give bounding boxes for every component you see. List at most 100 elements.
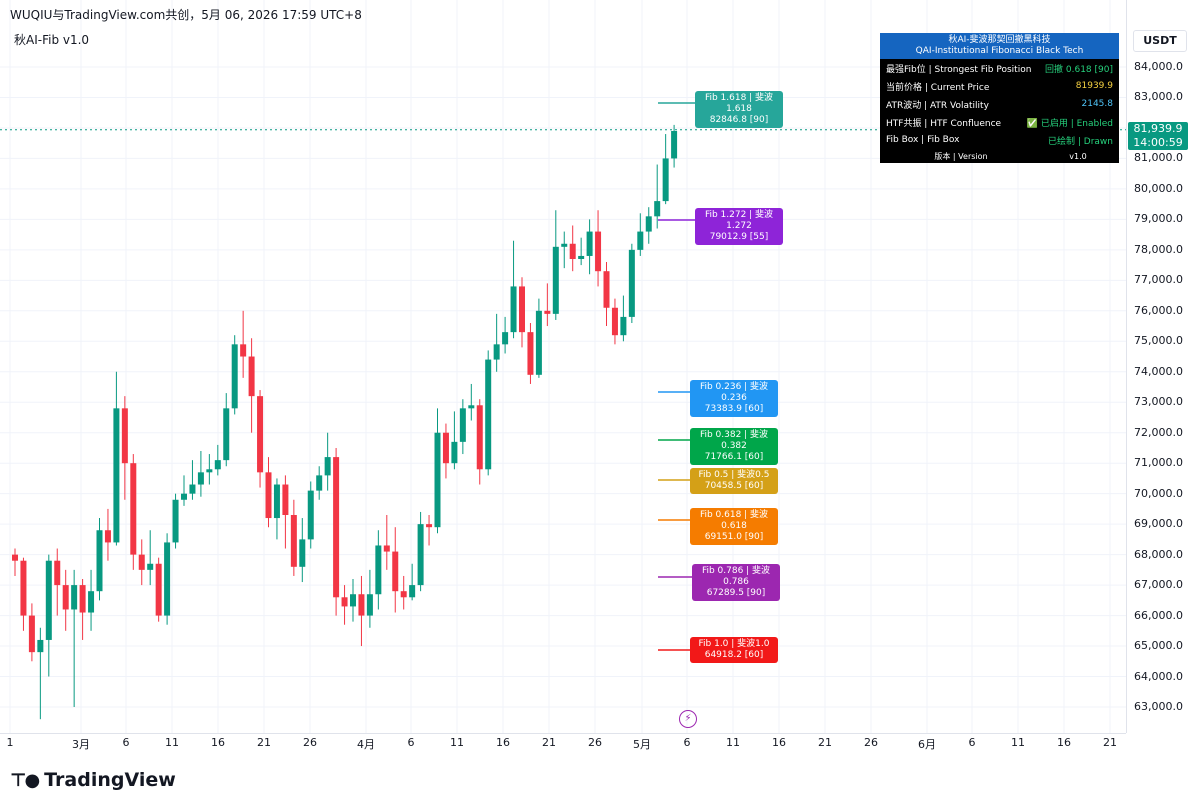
candle-body — [341, 597, 348, 607]
candle-body — [265, 472, 272, 519]
fib-level-name: Fib 0.236 | 斐波0.236 — [699, 382, 769, 403]
fib-level-label[interactable]: Fib 0.618 | 斐波0.618 69151.0 [90] — [690, 508, 778, 545]
candle-body — [206, 469, 213, 473]
price-tick-label: 73,000.0 — [1134, 395, 1183, 409]
fib-level-label[interactable]: Fib 1.0 | 斐波1.0 64918.2 [60] — [690, 637, 778, 663]
candle — [214, 444, 221, 476]
price-tick-label: 70,000.0 — [1134, 486, 1183, 500]
price-tick-label: 63,000.0 — [1134, 700, 1183, 713]
candle-body — [434, 432, 441, 528]
time-tick-label: 21 — [1103, 736, 1117, 749]
fib-level-label[interactable]: Fib 0.236 | 斐波0.236 73383.9 [60] — [690, 380, 778, 417]
price-tick-label: 81,000.0 — [1134, 151, 1183, 165]
candle-body — [181, 493, 187, 500]
candle — [366, 569, 373, 628]
currency-button[interactable]: USDT — [1133, 30, 1187, 52]
candle — [341, 585, 348, 625]
candle-body — [113, 408, 120, 543]
info-row-label: ATR波动 | ATR Volatility — [886, 100, 989, 111]
fib-level-label[interactable]: Fib 1.272 | 斐波1.272 79012.9 [55] — [695, 208, 783, 245]
fib-level-label[interactable]: Fib 1.618 | 斐波1.618 82846.8 [90] — [695, 91, 783, 128]
price-tick-label: 74,000.0 — [1134, 364, 1183, 378]
candle-body — [671, 131, 678, 159]
price-tick-label: 76,000.0 — [1134, 303, 1183, 317]
candle — [544, 283, 551, 327]
info-row-value: v1.0 — [1069, 151, 1087, 161]
fib-level-name: Fib 0.786 | 斐波0.786 — [701, 566, 771, 587]
candle — [442, 423, 449, 479]
time-tick-label: 16 — [496, 736, 510, 749]
candle — [265, 457, 272, 528]
candle — [189, 460, 196, 500]
candle-body — [628, 249, 635, 317]
fib-level-label[interactable]: Fib 0.786 | 斐波0.786 67289.5 [90] — [692, 564, 780, 601]
candle-body — [451, 441, 458, 464]
candle-body — [138, 554, 145, 570]
candle — [333, 447, 340, 616]
time-tick-label: 5月 — [633, 738, 651, 751]
candle — [231, 335, 238, 415]
fib-info-table: 秋AI-斐波那契回撤黑科技 QAI-Institutional Fibonacc… — [880, 33, 1119, 163]
candle-body — [544, 310, 551, 314]
candle — [611, 298, 618, 345]
candle-body — [104, 530, 111, 543]
candle-body — [400, 591, 407, 598]
time-tick-label: 3月 — [72, 738, 90, 751]
fib-level-label[interactable]: Fib 0.5 | 斐波0.5 70458.5 [60] — [690, 468, 778, 494]
candle-body — [20, 560, 27, 616]
price-chart[interactable] — [0, 0, 1126, 733]
candle-body — [248, 356, 255, 397]
lightning-icon[interactable]: ⚡ — [679, 710, 697, 728]
candle-body — [130, 463, 137, 555]
candle — [273, 478, 280, 540]
candle — [147, 530, 154, 586]
candle-body — [307, 490, 314, 540]
time-tick-label: 6 — [407, 736, 415, 749]
info-row: ATR波动 | ATR Volatility 2145.8 — [880, 95, 1119, 113]
candle — [595, 210, 602, 287]
info-title-cn: 秋AI-斐波那契回撤黑科技 — [948, 35, 1051, 45]
time-tick-label: 16 — [1057, 736, 1071, 749]
candle — [510, 240, 517, 339]
candle-body — [586, 231, 593, 256]
candle — [561, 231, 568, 269]
price-tick-label: 69,000.0 — [1134, 517, 1183, 531]
time-tick-label: 26 — [303, 736, 317, 749]
candle — [409, 563, 416, 601]
candle — [20, 557, 27, 631]
info-row-label: 版本 | Version — [934, 151, 988, 161]
price-tick-label: 68,000.0 — [1134, 547, 1183, 561]
candle — [662, 134, 669, 205]
candle-body — [527, 332, 534, 375]
chart-grid — [0, 0, 1126, 733]
candle-body — [459, 408, 466, 442]
tradingview-logo[interactable]: ⊤● TradingView — [10, 769, 176, 791]
candle — [54, 548, 61, 616]
info-row-label: 当前价格 | Current Price — [886, 82, 990, 93]
candle-body — [637, 231, 644, 250]
candle — [569, 225, 576, 272]
fib-level-label[interactable]: Fib 0.382 | 斐波0.382 71766.1 [60] — [690, 428, 778, 465]
candle-body — [535, 310, 542, 375]
candle-body — [603, 271, 610, 308]
price-tick-label: 84,000.0 — [1134, 60, 1183, 73]
price-tick-label: 83,000.0 — [1134, 90, 1183, 104]
indicator-legend[interactable]: 秋AI-Fib v1.0 — [14, 33, 90, 47]
time-tick-label: 11 — [726, 736, 740, 749]
candle — [468, 383, 475, 421]
candle-body — [257, 396, 264, 473]
candle — [400, 575, 407, 610]
candle — [586, 219, 593, 275]
candle-body — [88, 591, 95, 613]
time-axis[interactable] — [0, 733, 1126, 754]
candle — [535, 298, 542, 378]
candle-body — [578, 255, 585, 259]
price-tick-label: 78,000.0 — [1134, 242, 1183, 256]
candle — [62, 569, 69, 631]
info-row-value: ✅ 已启用 | Enabled — [1026, 118, 1113, 129]
price-tick-label: 71,000.0 — [1134, 456, 1183, 470]
candle-body — [333, 457, 340, 598]
info-row-value: 81939.9 — [1075, 81, 1113, 91]
candle-body — [493, 344, 500, 360]
time-tick-label: 21 — [542, 736, 556, 749]
